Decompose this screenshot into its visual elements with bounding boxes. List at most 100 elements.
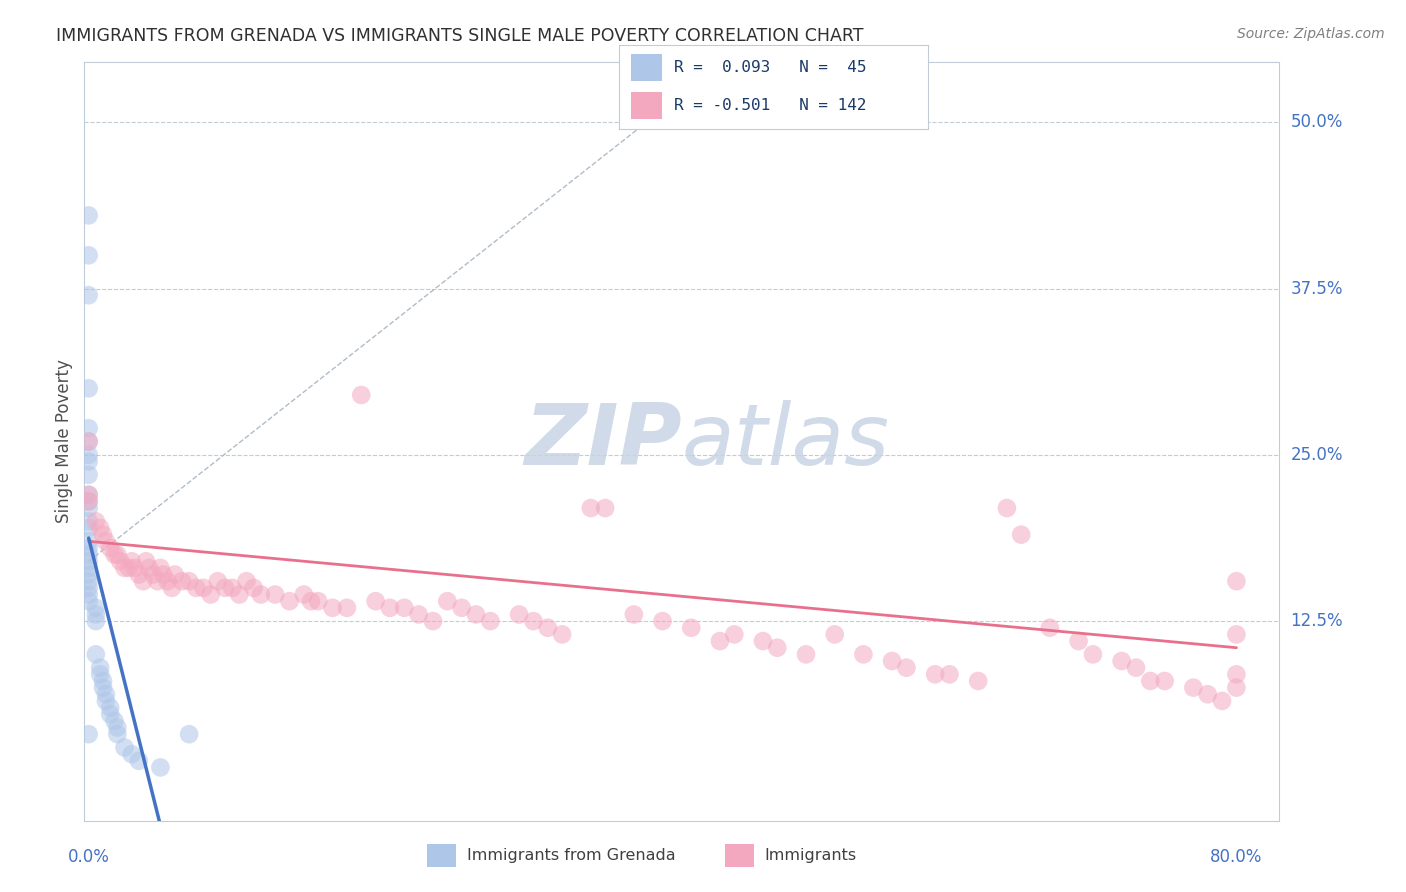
Point (394, 600, 416, 615)
Point (1153, 673, 1175, 688)
Bar (725, 844, 754, 867)
Point (1225, 667, 1247, 681)
Point (84, 600, 107, 615)
Point (579, 501, 602, 516)
Point (77, 594, 100, 608)
Point (98, 541, 121, 555)
Point (77, 501, 100, 516)
Point (77, 521, 100, 535)
Point (723, 627, 745, 641)
Point (91, 673, 114, 688)
Point (124, 561, 146, 575)
Point (114, 561, 136, 575)
Text: 12.5%: 12.5% (1291, 612, 1343, 630)
Point (336, 600, 359, 615)
Point (852, 648, 875, 662)
Point (1225, 574, 1247, 589)
Text: 80.0%: 80.0% (1211, 848, 1263, 866)
Point (623, 607, 645, 622)
Point (146, 574, 169, 589)
Point (1225, 627, 1247, 641)
Point (408, 607, 430, 622)
Point (593, 501, 616, 516)
Point (94, 687, 117, 701)
Text: Source: ZipAtlas.com: Source: ZipAtlas.com (1237, 27, 1385, 41)
Point (292, 587, 315, 601)
Point (142, 567, 165, 582)
Point (450, 600, 472, 615)
Bar (631, 54, 662, 81)
Point (160, 581, 183, 595)
Point (121, 747, 143, 761)
Point (824, 627, 846, 641)
Point (278, 594, 301, 608)
Point (77, 434, 100, 449)
Point (1039, 621, 1062, 635)
Point (77, 541, 100, 555)
Text: ZIP: ZIP (524, 400, 682, 483)
Point (128, 567, 150, 582)
Point (1225, 681, 1247, 695)
Point (77, 727, 100, 741)
Point (1067, 634, 1090, 648)
Point (264, 587, 287, 601)
Point (242, 581, 264, 595)
Point (152, 567, 174, 582)
Point (103, 714, 125, 728)
Point (163, 567, 186, 582)
Point (77, 488, 100, 502)
Point (522, 614, 544, 628)
Point (77, 574, 100, 589)
Point (967, 673, 990, 688)
Y-axis label: Single Male Poverty: Single Male Poverty (55, 359, 73, 524)
Point (84, 607, 107, 622)
Point (766, 640, 789, 655)
Point (77, 561, 100, 575)
Point (77, 434, 100, 449)
Point (91, 681, 114, 695)
Point (1081, 648, 1104, 662)
Text: 50.0%: 50.0% (1291, 113, 1343, 131)
Point (77, 448, 100, 462)
Point (207, 574, 229, 589)
Point (77, 494, 100, 508)
Point (214, 581, 236, 595)
Point (422, 614, 444, 628)
Point (896, 661, 918, 675)
Point (465, 607, 488, 622)
Point (200, 587, 222, 601)
Point (378, 600, 401, 615)
Point (77, 567, 100, 582)
Point (186, 581, 208, 595)
Point (681, 621, 703, 635)
Point (77, 208, 100, 222)
Point (177, 574, 200, 589)
Point (77, 494, 100, 508)
Point (551, 627, 574, 641)
Point (1125, 661, 1147, 675)
Point (322, 600, 344, 615)
Point (128, 754, 150, 768)
Point (89, 667, 111, 681)
Point (77, 514, 100, 528)
Point (149, 760, 172, 774)
Point (177, 727, 200, 741)
Point (651, 614, 673, 628)
Point (114, 740, 136, 755)
Point (103, 548, 125, 562)
Point (132, 574, 155, 589)
Point (138, 561, 160, 575)
Point (105, 721, 128, 735)
Point (77, 421, 100, 435)
Point (84, 614, 107, 628)
Point (94, 534, 117, 549)
Text: Immigrants: Immigrants (765, 848, 858, 863)
Point (1111, 654, 1133, 668)
Point (77, 488, 100, 502)
Point (105, 727, 128, 741)
Text: 37.5%: 37.5% (1291, 279, 1343, 298)
Point (77, 288, 100, 302)
Point (121, 554, 143, 568)
Point (156, 574, 179, 589)
Point (77, 581, 100, 595)
